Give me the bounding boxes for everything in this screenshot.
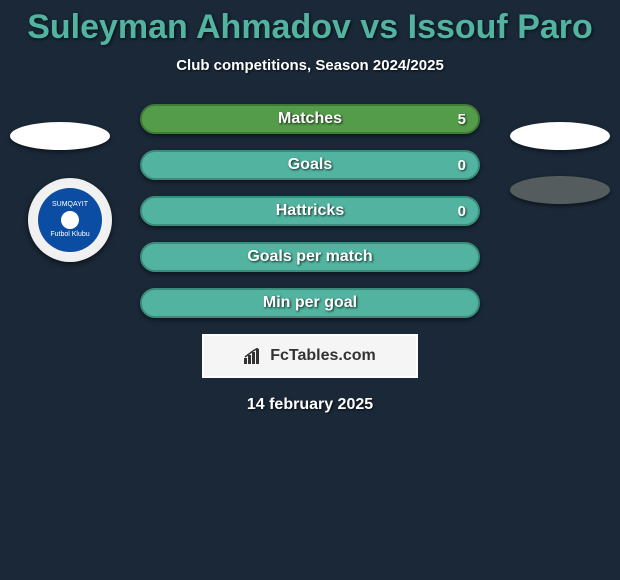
stat-bar-label: Hattricks bbox=[142, 198, 478, 224]
stat-bar: Matches5 bbox=[140, 104, 480, 134]
soccer-ball-icon bbox=[61, 211, 79, 229]
comparison-subtitle: Club competitions, Season 2024/2025 bbox=[0, 57, 620, 74]
stat-bars-container: Matches5Goals0Hattricks0Goals per matchM… bbox=[140, 104, 480, 318]
stat-bar-label: Min per goal bbox=[142, 290, 478, 316]
player2-club-badge bbox=[510, 176, 610, 204]
player1-club-badge: SUMQAYIT Futbol Klubu bbox=[28, 178, 112, 262]
stat-bar: Goals per match bbox=[140, 242, 480, 272]
player2-flag bbox=[510, 122, 610, 150]
brand-box[interactable]: FcTables.com bbox=[202, 334, 418, 378]
stat-bar: Goals0 bbox=[140, 150, 480, 180]
stat-bar: Min per goal bbox=[140, 288, 480, 318]
stat-bar-label: Goals bbox=[142, 152, 478, 178]
stat-bar-value-right: 0 bbox=[458, 152, 466, 178]
stat-bar-value-right: 5 bbox=[458, 106, 466, 132]
stat-bar-value-right: 0 bbox=[458, 198, 466, 224]
snapshot-date: 14 february 2025 bbox=[0, 396, 620, 414]
club-name-top: SUMQAYIT bbox=[52, 201, 88, 209]
chart-bar-icon bbox=[244, 348, 264, 364]
player1-flag bbox=[10, 122, 110, 150]
stat-bar-label: Matches bbox=[142, 106, 478, 132]
club-name-bottom: Futbol Klubu bbox=[50, 231, 89, 239]
stat-bar-label: Goals per match bbox=[142, 244, 478, 270]
stat-bar: Hattricks0 bbox=[140, 196, 480, 226]
comparison-title: Suleyman Ahmadov vs Issouf Paro bbox=[0, 0, 620, 47]
brand-label: FcTables.com bbox=[270, 347, 376, 365]
